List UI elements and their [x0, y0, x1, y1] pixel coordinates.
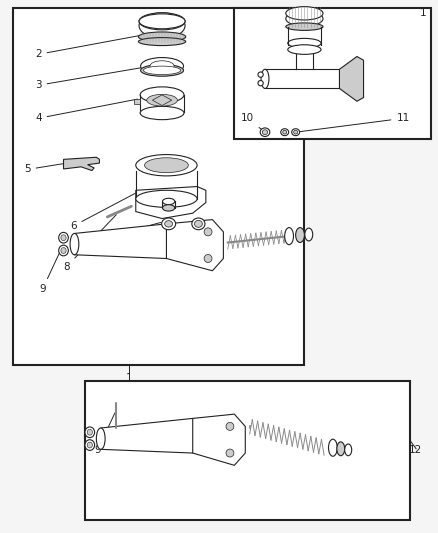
Ellipse shape [258, 80, 263, 86]
Ellipse shape [162, 218, 176, 230]
Text: 2: 2 [35, 35, 142, 59]
Ellipse shape [140, 87, 184, 103]
Ellipse shape [288, 45, 321, 54]
Ellipse shape [226, 449, 234, 457]
Ellipse shape [141, 58, 184, 75]
Polygon shape [64, 157, 99, 171]
Ellipse shape [85, 440, 95, 450]
Text: 7: 7 [70, 222, 161, 251]
Ellipse shape [262, 130, 268, 135]
Ellipse shape [226, 422, 234, 431]
Text: 1: 1 [419, 9, 426, 18]
Polygon shape [13, 8, 304, 365]
Ellipse shape [162, 205, 175, 211]
Ellipse shape [286, 11, 323, 26]
Ellipse shape [292, 129, 300, 136]
Text: 8: 8 [64, 215, 117, 271]
Ellipse shape [145, 158, 188, 173]
Text: 3: 3 [35, 68, 142, 90]
Ellipse shape [192, 218, 205, 230]
Ellipse shape [345, 444, 352, 456]
Ellipse shape [139, 13, 185, 30]
Text: 4: 4 [35, 99, 138, 123]
Polygon shape [234, 8, 431, 139]
Ellipse shape [138, 37, 186, 46]
Ellipse shape [85, 427, 95, 438]
Ellipse shape [293, 131, 298, 134]
Ellipse shape [138, 32, 186, 42]
Ellipse shape [286, 7, 323, 20]
Ellipse shape [96, 428, 105, 449]
Polygon shape [193, 414, 245, 465]
Ellipse shape [140, 106, 184, 120]
Ellipse shape [162, 198, 175, 205]
Ellipse shape [328, 439, 337, 456]
Ellipse shape [87, 430, 92, 435]
Ellipse shape [139, 14, 185, 29]
Polygon shape [166, 220, 223, 271]
Polygon shape [85, 381, 410, 520]
Ellipse shape [165, 221, 173, 227]
Ellipse shape [204, 255, 212, 263]
Ellipse shape [136, 155, 197, 176]
Ellipse shape [283, 131, 286, 134]
Ellipse shape [59, 245, 68, 256]
Ellipse shape [281, 129, 289, 136]
Polygon shape [74, 224, 180, 259]
Ellipse shape [337, 442, 345, 456]
Ellipse shape [261, 69, 269, 88]
Text: 12: 12 [409, 446, 422, 455]
Text: 6: 6 [70, 193, 135, 231]
Text: 5: 5 [24, 162, 74, 174]
Ellipse shape [61, 247, 66, 254]
Polygon shape [339, 56, 364, 101]
Text: 11: 11 [298, 114, 410, 132]
Ellipse shape [87, 442, 92, 448]
Polygon shape [152, 95, 172, 106]
Ellipse shape [288, 38, 321, 48]
Text: 10: 10 [241, 114, 263, 131]
Ellipse shape [147, 94, 177, 106]
Polygon shape [134, 99, 140, 104]
Ellipse shape [285, 228, 293, 245]
Ellipse shape [260, 128, 270, 136]
Polygon shape [101, 418, 206, 453]
Ellipse shape [70, 233, 79, 255]
Ellipse shape [143, 66, 180, 75]
Ellipse shape [59, 232, 68, 243]
Ellipse shape [204, 228, 212, 236]
Ellipse shape [258, 72, 263, 77]
Ellipse shape [305, 228, 313, 241]
Ellipse shape [61, 235, 66, 241]
Ellipse shape [296, 228, 304, 243]
Text: 1: 1 [126, 373, 133, 383]
Text: 9: 9 [94, 413, 115, 455]
Polygon shape [136, 187, 206, 219]
Ellipse shape [194, 221, 202, 227]
Ellipse shape [139, 13, 185, 38]
Ellipse shape [286, 23, 323, 30]
Text: 9: 9 [39, 247, 62, 294]
Ellipse shape [141, 64, 184, 76]
Ellipse shape [136, 190, 197, 207]
Ellipse shape [150, 61, 174, 71]
